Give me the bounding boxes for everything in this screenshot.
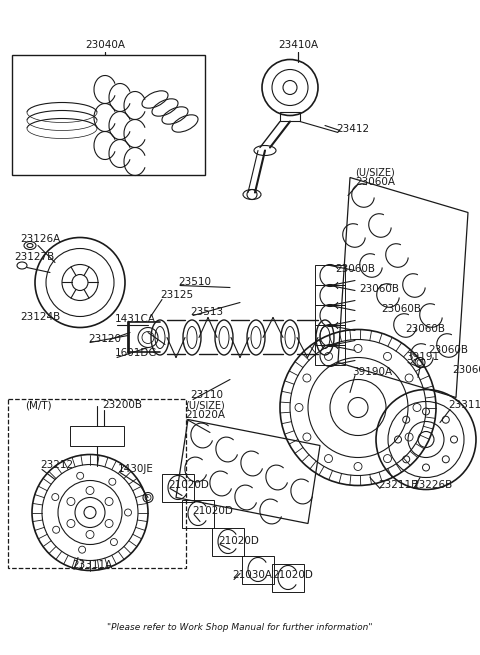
Text: 23126A: 23126A — [20, 234, 60, 244]
Bar — [70, 426, 124, 445]
Bar — [162, 474, 194, 502]
Text: 23211B: 23211B — [378, 481, 418, 491]
Text: 23110: 23110 — [190, 390, 223, 400]
Text: 21020D: 21020D — [218, 536, 259, 546]
Text: 23410A: 23410A — [278, 41, 318, 50]
Text: 21020D: 21020D — [168, 481, 209, 491]
Text: 23311A: 23311A — [72, 561, 112, 571]
Bar — [182, 500, 214, 527]
Bar — [8, 400, 186, 567]
Text: 23120: 23120 — [88, 335, 121, 345]
Bar — [280, 113, 300, 121]
Text: 23513: 23513 — [190, 307, 223, 318]
Text: 23412: 23412 — [336, 124, 369, 134]
Text: (U/SIZE): (U/SIZE) — [355, 168, 395, 178]
Text: (M/T): (M/T) — [25, 400, 52, 411]
Bar — [242, 555, 274, 584]
Text: 23060A: 23060A — [355, 178, 395, 187]
Text: 23311B: 23311B — [448, 400, 480, 411]
Text: 23060B: 23060B — [405, 324, 445, 335]
Text: 23060B: 23060B — [359, 284, 399, 295]
Text: 21020D: 21020D — [272, 571, 313, 580]
Bar — [315, 286, 345, 305]
Text: 21030A: 21030A — [232, 571, 272, 580]
Text: 21020D: 21020D — [192, 506, 233, 517]
Bar — [315, 345, 345, 365]
Text: 23125: 23125 — [160, 291, 193, 301]
Text: 23060B: 23060B — [381, 305, 421, 314]
Text: (U/SIZE): (U/SIZE) — [185, 400, 225, 411]
Bar — [212, 527, 244, 555]
Text: "Please refer to Work Shop Manual for further information": "Please refer to Work Shop Manual for fu… — [107, 623, 373, 632]
Text: 23060B: 23060B — [428, 345, 468, 356]
Bar — [272, 563, 304, 591]
Bar — [315, 265, 345, 286]
Bar — [315, 305, 345, 326]
Text: 23124B: 23124B — [20, 312, 60, 322]
Text: 39190A: 39190A — [352, 367, 392, 377]
Text: 1431CA: 1431CA — [115, 314, 156, 324]
Text: 23212: 23212 — [40, 460, 73, 470]
Text: 23060B: 23060B — [335, 265, 375, 274]
Text: 1601DG: 1601DG — [115, 348, 157, 358]
Text: 23226B: 23226B — [412, 481, 452, 491]
Bar — [315, 326, 345, 345]
Text: 39191: 39191 — [406, 352, 439, 362]
Text: 23127B: 23127B — [14, 252, 54, 263]
Text: 1430JE: 1430JE — [118, 464, 154, 474]
Text: 23040A: 23040A — [85, 41, 125, 50]
Text: 21020A: 21020A — [185, 411, 225, 421]
Text: 23060B: 23060B — [452, 365, 480, 375]
Bar — [12, 56, 205, 176]
Text: 23510: 23510 — [178, 278, 211, 288]
Text: 23200B: 23200B — [102, 400, 142, 411]
